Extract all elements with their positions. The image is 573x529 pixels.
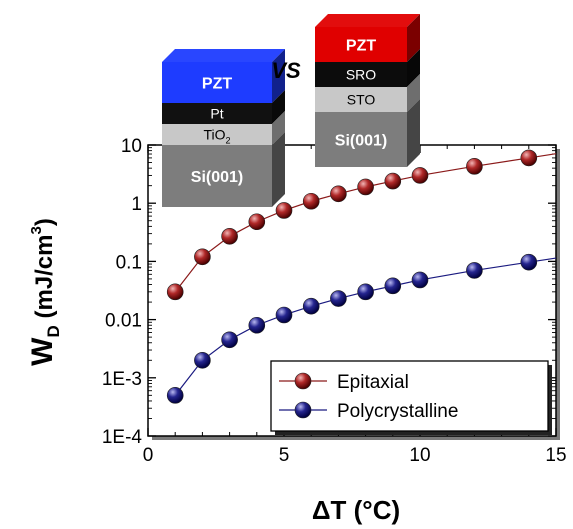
x-axis-title: ΔT (°C) xyxy=(312,495,400,525)
vs-label: VS xyxy=(271,58,301,83)
data-point-polycrystalline xyxy=(302,297,320,315)
legend-label: Polycrystalline xyxy=(337,401,458,422)
y-tick-label: 1E-4 xyxy=(102,427,143,448)
legend-label: Epitaxial xyxy=(337,372,409,393)
data-point-polycrystalline xyxy=(411,271,429,289)
data-point-epitaxial xyxy=(357,178,374,196)
stack-layer-front xyxy=(315,27,407,62)
x-tick-label: 10 xyxy=(409,445,430,466)
stack-layer-label: SRO xyxy=(346,67,376,83)
y-tick-label: 0.01 xyxy=(105,311,142,332)
data-point-polycrystalline xyxy=(384,277,402,295)
stack-layer-label: TiO2 xyxy=(203,127,230,146)
stack-layer-front xyxy=(315,112,407,167)
stack-layer-front xyxy=(162,145,272,207)
y-axis-sub-label: D xyxy=(44,325,63,337)
svg-text:WD (mJ/cm3): WD (mJ/cm3) xyxy=(26,218,63,366)
data-point-epitaxial xyxy=(248,213,266,231)
x-tick-label: 5 xyxy=(279,445,290,466)
data-point-polycrystalline xyxy=(466,262,483,279)
stack-layer-side xyxy=(407,99,420,167)
y-axis-unit-sup: 3 xyxy=(28,226,45,234)
x-tick-label: 15 xyxy=(545,445,566,466)
stack-layer-front xyxy=(315,62,407,87)
data-point-epitaxial xyxy=(166,283,184,301)
data-point-epitaxial xyxy=(520,149,538,167)
stack-layer-side xyxy=(272,111,285,145)
stack-layer-front xyxy=(162,124,272,145)
legend: Epitaxial Polycrystalline xyxy=(270,360,552,435)
inset-left-stack: PZT Pt TiO2 Si(001) xyxy=(162,49,285,207)
data-point-epitaxial xyxy=(302,192,320,210)
stack-layer-label: Si(001) xyxy=(335,132,387,149)
data-point-epitaxial xyxy=(194,248,211,266)
stack-layer-front xyxy=(162,103,272,124)
data-point-polycrystalline xyxy=(330,290,347,307)
y-axis-unit-suffix: ) xyxy=(31,218,58,226)
y-tick-label: 1 xyxy=(131,194,142,215)
stack-layer-side xyxy=(407,74,420,112)
data-point-polycrystalline xyxy=(221,331,238,349)
y-tick-label: 10 xyxy=(121,136,142,157)
data-point-polycrystalline xyxy=(166,387,184,404)
y-tick-label: 0.1 xyxy=(116,252,142,273)
stack-layer-label: PZT xyxy=(202,75,232,92)
y-axis-unit-label: (mJ/cm xyxy=(31,235,58,326)
stack-layer-side xyxy=(272,90,285,124)
stack-top-face xyxy=(315,14,420,27)
y-axis-title: WD (mJ/cm3) xyxy=(26,218,63,366)
inset-right-stack: PZT SRO STO Si(001) xyxy=(315,14,420,167)
stack-layer-side xyxy=(407,49,420,87)
data-point-epitaxial xyxy=(411,167,429,184)
data-point-polycrystalline xyxy=(357,283,374,301)
data-point-epitaxial xyxy=(221,227,238,245)
data-point-polycrystalline xyxy=(194,351,211,369)
stack-layer-label: Si(001) xyxy=(191,169,243,186)
legend-box xyxy=(270,360,549,432)
stack-layer-side xyxy=(272,132,285,207)
stack-layer-label: Pt xyxy=(210,106,223,122)
stack-layer-label: STO xyxy=(347,92,376,108)
stack-layer-side xyxy=(272,49,285,103)
data-point-polycrystalline xyxy=(520,253,538,271)
y-tick-label: 1E-3 xyxy=(102,369,142,390)
stack-layer-front xyxy=(315,87,407,112)
data-point-epitaxial xyxy=(275,202,293,219)
data-point-epitaxial xyxy=(384,172,402,190)
stack-layer-front xyxy=(162,62,272,103)
y-axis-main-label: W xyxy=(26,337,59,366)
stack-layer-label: PZT xyxy=(346,37,376,54)
legend-marker xyxy=(294,372,312,390)
legend-marker xyxy=(294,401,312,419)
data-point-polycrystalline xyxy=(248,316,266,334)
x-tick-label: 0 xyxy=(143,445,154,466)
data-point-epitaxial xyxy=(330,185,347,203)
data-point-epitaxial xyxy=(466,158,483,175)
stack-top-face xyxy=(162,49,285,62)
stack-layer-side xyxy=(407,14,420,62)
data-point-polycrystalline xyxy=(275,306,293,324)
